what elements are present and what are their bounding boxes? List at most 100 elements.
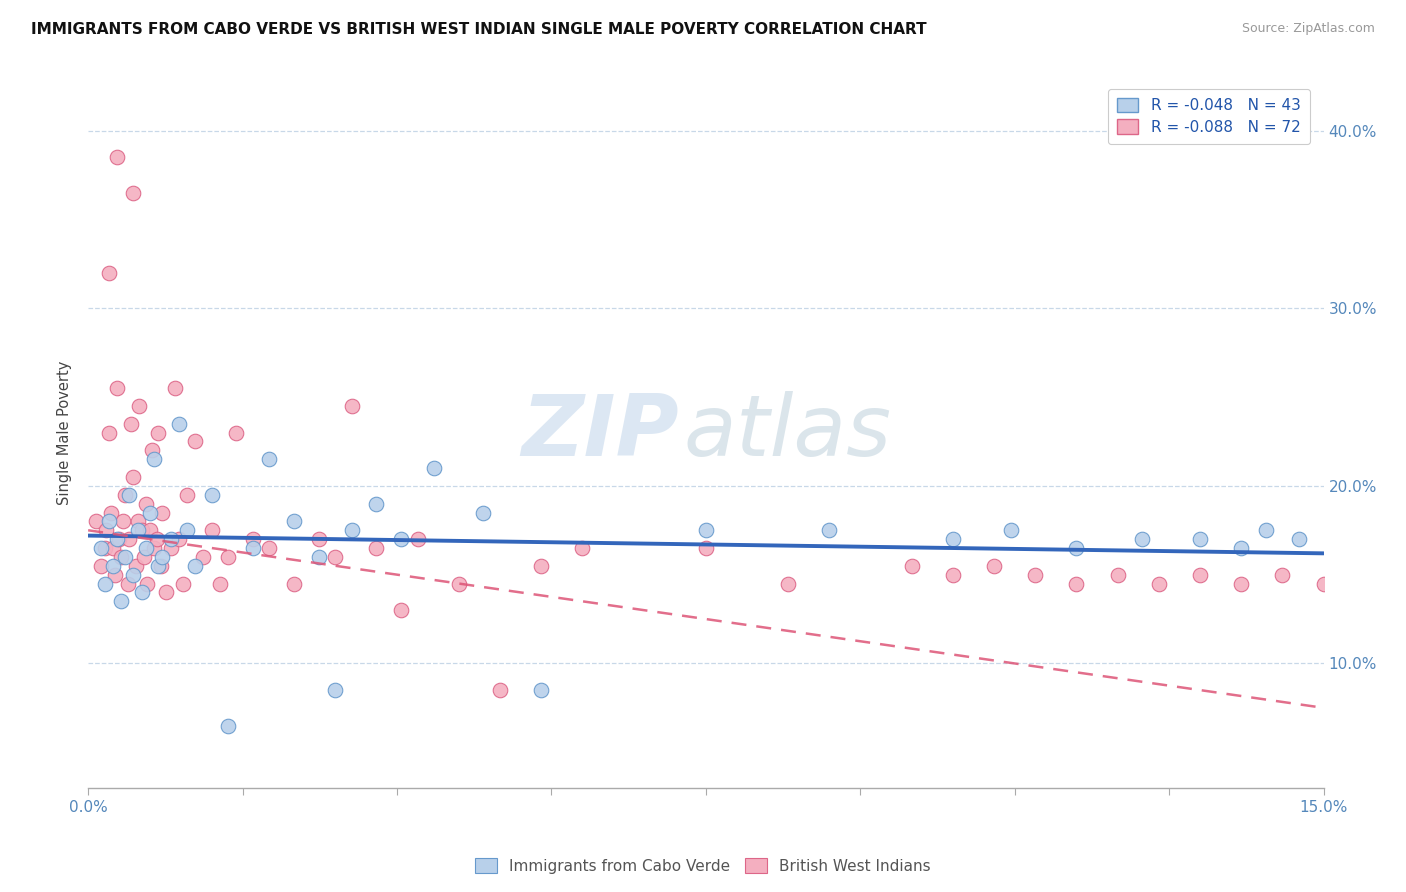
Point (150, 549, 173, 564)
Point (1230, 576, 1253, 591)
Point (135, 541, 157, 555)
Point (159, 541, 181, 555)
Point (117, 576, 139, 591)
Point (406, 532, 429, 546)
Point (104, 567, 127, 582)
Point (89, 541, 111, 555)
Point (125, 558, 148, 573)
Point (283, 576, 305, 591)
Point (145, 532, 167, 546)
Point (86, 515, 108, 529)
Point (93, 541, 115, 555)
Point (176, 488, 198, 502)
Point (184, 558, 207, 573)
Point (695, 523, 717, 537)
Point (900, 558, 922, 573)
Point (122, 470, 145, 484)
Point (122, 567, 145, 582)
Point (146, 425, 169, 440)
Point (176, 523, 198, 537)
Point (571, 541, 593, 555)
Point (389, 532, 412, 546)
Point (778, 576, 800, 591)
Legend: R = -0.048   N = 43, R = -0.088   N = 72: R = -0.048 N = 43, R = -0.088 N = 72 (1108, 88, 1310, 145)
Point (143, 541, 166, 555)
Point (131, 585, 153, 599)
Point (1189, 567, 1212, 582)
Point (217, 718, 239, 732)
Point (172, 576, 194, 591)
Point (143, 452, 166, 467)
Point (155, 585, 177, 599)
Point (149, 558, 172, 573)
Point (120, 417, 142, 431)
Point (97, 425, 120, 440)
Point (489, 683, 512, 698)
Point (105, 532, 128, 546)
Point (308, 532, 330, 546)
Point (1107, 567, 1129, 582)
Point (1024, 567, 1046, 582)
Point (366, 541, 388, 555)
Y-axis label: Single Male Poverty: Single Male Poverty (58, 360, 72, 505)
Text: IMMIGRANTS FROM CABO VERDE VS BRITISH WEST INDIAN SINGLE MALE POVERTY CORRELATIO: IMMIGRANTS FROM CABO VERDE VS BRITISH WE… (31, 22, 927, 37)
Point (96, 523, 118, 537)
Point (983, 558, 1005, 573)
Point (818, 523, 841, 537)
Point (530, 558, 553, 573)
Point (242, 541, 264, 555)
Point (1189, 532, 1212, 546)
Point (150, 506, 173, 520)
Point (184, 434, 207, 449)
Point (472, 506, 495, 520)
Point (108, 532, 131, 546)
Point (135, 497, 157, 511)
Point (101, 541, 124, 555)
Point (159, 532, 181, 546)
Point (110, 549, 132, 564)
Point (110, 594, 132, 608)
Point (127, 523, 149, 537)
Point (423, 461, 446, 475)
Point (217, 549, 239, 564)
Point (139, 506, 162, 520)
Point (136, 576, 159, 591)
Point (105, 381, 128, 395)
Point (163, 381, 186, 395)
Point (942, 532, 965, 546)
Point (118, 488, 141, 502)
Point (389, 603, 412, 617)
Point (447, 576, 470, 591)
Point (340, 523, 363, 537)
Point (1271, 567, 1294, 582)
Point (530, 683, 553, 698)
Point (97, 515, 120, 529)
Text: Source: ZipAtlas.com: Source: ZipAtlas.com (1241, 22, 1375, 36)
Point (193, 549, 215, 564)
Point (100, 506, 122, 520)
Point (1147, 576, 1170, 591)
Point (131, 523, 153, 537)
Point (118, 532, 141, 546)
Text: ZIP: ZIP (522, 391, 679, 474)
Point (201, 488, 224, 502)
Point (114, 488, 136, 502)
Point (93, 576, 115, 591)
Point (323, 549, 346, 564)
Point (225, 425, 247, 440)
Point (167, 532, 190, 546)
Point (259, 452, 281, 467)
Point (259, 541, 281, 555)
Point (141, 443, 163, 458)
Point (1066, 576, 1088, 591)
Point (323, 683, 346, 698)
Point (1312, 576, 1334, 591)
Point (134, 549, 156, 564)
Point (308, 549, 330, 564)
Point (97, 266, 120, 280)
Point (105, 150, 128, 164)
Legend: Immigrants from Cabo Verde, British West Indians: Immigrants from Cabo Verde, British West… (470, 852, 936, 880)
Point (340, 399, 363, 413)
Point (1132, 532, 1154, 546)
Point (89, 558, 111, 573)
